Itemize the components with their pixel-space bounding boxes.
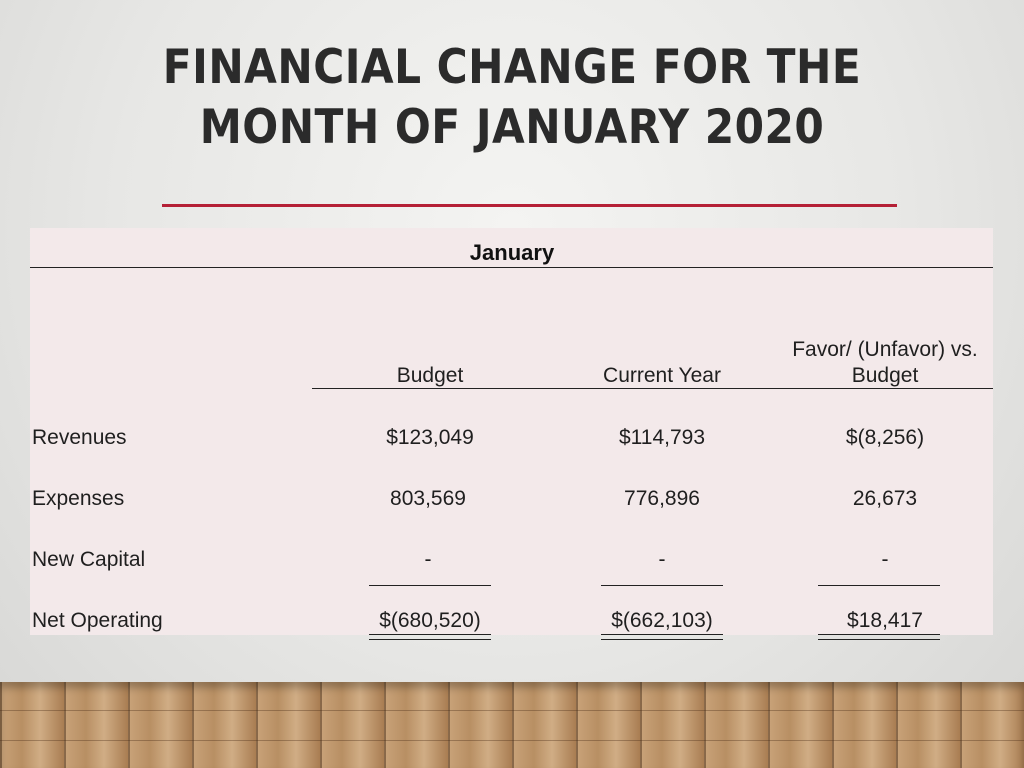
subtotal-rule-current-year xyxy=(601,585,723,586)
total-double-rule-budget xyxy=(369,634,491,640)
cell-variance: 26,673 xyxy=(852,487,918,510)
header-variance-line-1: Favor/ (Unfavor) vs. xyxy=(792,338,978,361)
header-rule xyxy=(312,388,993,389)
cell-budget: $(680,520) xyxy=(379,609,481,632)
total-double-rule-current-year xyxy=(601,634,723,640)
subtotal-rule-budget xyxy=(369,585,491,586)
cell-current-year: 776,896 xyxy=(624,487,700,510)
cell-variance: - xyxy=(881,548,889,571)
row-label: New Capital xyxy=(32,548,146,571)
slide-title: FINANCIAL CHANGE FOR THE MONTH OF JANUAR… xyxy=(51,38,973,158)
subtotal-rule-variance xyxy=(818,585,940,586)
row-label: Expenses xyxy=(32,487,125,510)
row-label: Revenues xyxy=(32,426,127,449)
period-header: January xyxy=(469,240,555,265)
cell-variance: $18,417 xyxy=(847,609,923,632)
title-line-2: MONTH OF JANUARY 2020 xyxy=(199,100,825,155)
wood-floor-background xyxy=(0,682,1024,768)
period-header-rule xyxy=(30,267,993,268)
header-current-year: Current Year xyxy=(603,364,721,387)
header-budget: Budget xyxy=(396,364,464,387)
header-variance-line-2: Budget xyxy=(851,364,919,387)
cell-budget: - xyxy=(424,548,432,571)
cell-budget: $123,049 xyxy=(386,426,474,449)
cell-current-year: - xyxy=(658,548,666,571)
row-label: Net Operating xyxy=(32,609,163,632)
total-double-rule-variance xyxy=(818,634,940,640)
table-panel xyxy=(30,228,993,635)
cell-current-year: $(662,103) xyxy=(611,609,713,632)
title-accent-divider xyxy=(162,204,897,207)
title-line-1: FINANCIAL CHANGE FOR THE xyxy=(162,40,862,95)
cell-budget: 803,569 xyxy=(390,487,466,510)
cell-variance: $(8,256) xyxy=(845,426,925,449)
cell-current-year: $114,793 xyxy=(618,426,706,449)
